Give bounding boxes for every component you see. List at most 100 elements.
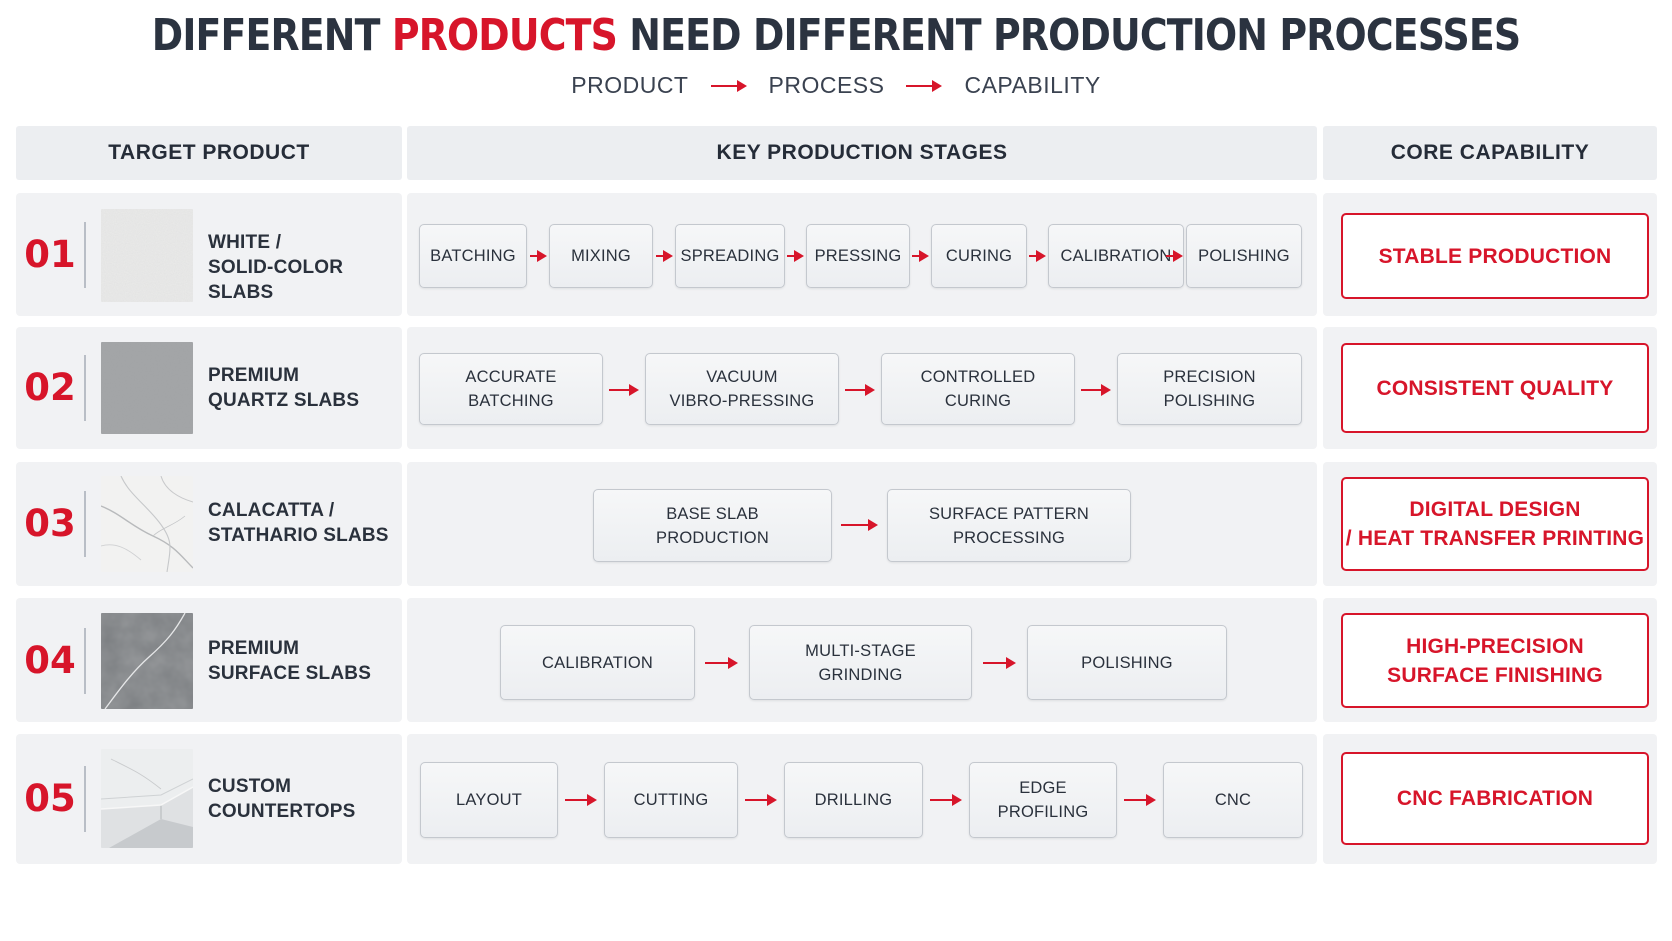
product-name-line: PREMIUM	[208, 365, 300, 386]
product-name: PREMIUM QUARTZ SLABS	[208, 363, 398, 413]
stage-label: POLISHING	[1198, 247, 1290, 265]
stage-label-line-1: VACUUM	[706, 368, 778, 386]
stage-label: POLISHING	[1081, 653, 1173, 672]
stage-label: CURING	[945, 247, 1013, 265]
stage-label: CNC	[1214, 791, 1252, 809]
capability-label-line-1: HIGH-PRECISION	[1406, 634, 1584, 658]
stage-box: POLISHING	[1186, 224, 1302, 288]
stage-box: EDGE PROFILING	[969, 762, 1117, 838]
stage-label-line-2: POLISHING	[1163, 392, 1256, 410]
quartz-slab-image	[101, 342, 193, 434]
arrow-right-icon	[930, 794, 962, 806]
stage-label-line-1: CONTROLLED	[920, 368, 1036, 386]
arrow-right-icon	[609, 384, 639, 396]
product-name: CUSTOM COUNTERTOPS	[208, 774, 398, 824]
stage-box: SURFACE PATTERN PROCESSING	[887, 489, 1131, 562]
stage-box: CALIBRATION	[500, 625, 695, 700]
stage-label-line-1: PRECISION	[1163, 368, 1256, 386]
arrow-right-icon	[656, 250, 673, 262]
stage-label: MIXING	[571, 247, 631, 265]
arrow-right-icon	[983, 657, 1016, 669]
row-number: 05	[24, 777, 76, 820]
arrow-right-icon	[530, 250, 547, 262]
title-part-1: DIFFERENT	[151, 10, 392, 61]
stage-box: PRESSING	[806, 224, 910, 288]
divider	[84, 628, 86, 694]
product-name-line: CALACATTA /	[208, 500, 335, 521]
header-target-product: TARGET PRODUCT	[16, 126, 402, 180]
arrow-right-icon	[1166, 250, 1183, 262]
countertop-image	[101, 749, 193, 848]
stage-box: PRECISION POLISHING	[1117, 353, 1302, 425]
arrow-right-icon	[710, 79, 747, 92]
arrow-right-icon	[705, 657, 738, 669]
row-2-product-cell	[16, 327, 402, 449]
stage-box: ACCURATE BATCHING	[419, 353, 603, 425]
stage-box: LAYOUT	[420, 762, 558, 838]
page-title: DIFFERENT PRODUCTS NEED DIFFERENT PRODUC…	[117, 10, 1555, 61]
stage-label: DRILLING	[814, 791, 893, 809]
product-name: PREMIUM SURFACE SLABS	[208, 636, 398, 686]
product-name-line: WHITE /	[208, 232, 282, 253]
capability-box: HIGH-PRECISION SURFACE FINISHING	[1341, 613, 1649, 708]
stage-box: CONTROLLED CURING	[881, 353, 1075, 425]
arrow-right-icon	[1029, 250, 1046, 262]
row-3-product-cell	[16, 462, 402, 586]
capability-box: DIGITAL DESIGN / HEAT TRANSFER PRINTING	[1341, 477, 1649, 571]
stage-label-line-2: PROCESSING	[952, 528, 1065, 547]
stage-label: BATCHING	[430, 247, 516, 265]
product-name-line: QUARTZ SLABS	[208, 390, 360, 411]
row-5-product-cell	[16, 734, 402, 864]
arrow-right-icon	[1124, 794, 1156, 806]
row-number: 02	[24, 366, 76, 409]
product-name-line: SOLID-COLOR SLABS	[208, 257, 344, 303]
product-name: CALACATTA / STATHARIO SLABS	[208, 498, 398, 548]
white-slab-image	[101, 209, 193, 302]
row-number: 04	[24, 639, 76, 682]
arrow-right-icon	[912, 250, 929, 262]
stage-label: CUTTING	[633, 791, 709, 809]
stage-label-line-1: BASE SLAB	[666, 504, 759, 523]
stage-box: BASE SLAB PRODUCTION	[593, 489, 832, 562]
row-4-product-cell	[16, 598, 402, 722]
subtitle-step-product: PRODUCT	[571, 72, 689, 98]
divider	[84, 222, 86, 288]
divider	[84, 491, 86, 557]
stage-box: POLISHING	[1027, 625, 1227, 700]
capability-box: CNC FABRICATION	[1341, 752, 1649, 845]
row-number: 03	[24, 502, 76, 545]
stage-label: SPREADING	[680, 247, 780, 265]
product-name-line: SURFACE SLABS	[208, 663, 372, 684]
stage-label-line-2: VIBRO-PRESSING	[669, 392, 815, 410]
capability-label: CONSISTENT QUALITY	[1376, 376, 1614, 400]
header-key-production-stages: KEY PRODUCTION STAGES	[407, 126, 1317, 180]
row-number: 01	[24, 233, 76, 276]
product-name-line: STATHARIO SLABS	[208, 525, 389, 546]
stage-label-line-1: MULTI-STAGE	[805, 641, 916, 660]
divider	[84, 355, 86, 421]
stage-label-line-2: BATCHING	[468, 392, 554, 410]
stage-label-line-2: GRINDING	[818, 665, 903, 684]
stage-label: LAYOUT	[456, 791, 522, 809]
stage-box: CURING	[931, 224, 1027, 288]
stage-label-line-1: EDGE	[1019, 779, 1067, 797]
arrow-right-icon	[841, 519, 878, 531]
stage-box: VACUUM VIBRO-PRESSING	[645, 353, 839, 425]
subtitle-step-process: PROCESS	[768, 72, 885, 98]
arrow-right-icon	[845, 384, 875, 396]
stage-box: CALIBRATION	[1048, 224, 1184, 288]
stage-box: CNC	[1163, 762, 1303, 838]
arrow-right-icon	[565, 794, 597, 806]
capability-label: STABLE PRODUCTION	[1378, 244, 1612, 268]
calacatta-marble-image	[101, 476, 193, 572]
capability-label-line-2: / HEAT TRANSFER PRINTING	[1345, 527, 1645, 550]
capability-box: CONSISTENT QUALITY	[1341, 343, 1649, 433]
stage-label-line-2: CURING	[944, 392, 1012, 410]
capability-label-line-1: DIGITAL DESIGN	[1409, 498, 1581, 521]
stage-label-line-1: SURFACE PATTERN	[928, 504, 1090, 523]
product-name-line: COUNTERTOPS	[208, 801, 356, 822]
stage-label: CALIBRATION	[1060, 247, 1172, 265]
product-name-line: CUSTOM	[208, 776, 292, 797]
arrow-right-icon	[1081, 384, 1111, 396]
title-accent: PRODUCTS	[391, 10, 618, 61]
